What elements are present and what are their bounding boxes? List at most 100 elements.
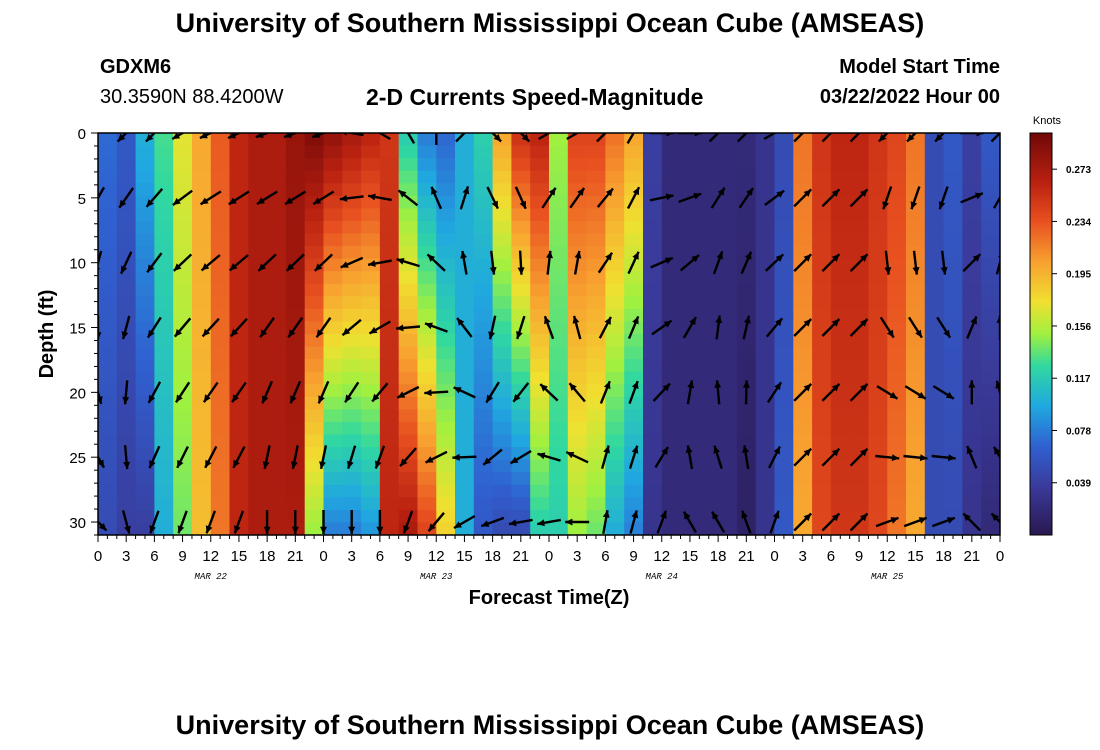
- heatmap-cell: [586, 158, 606, 172]
- heatmap-cell: [906, 497, 926, 511]
- heatmap-cell: [981, 183, 1000, 197]
- heatmap-cell: [924, 170, 945, 184]
- heatmap-cell: [135, 283, 155, 297]
- heatmap-cell: [699, 484, 719, 498]
- heatmap-cell: [699, 346, 719, 360]
- heatmap-cell: [680, 283, 700, 297]
- heatmap-cell: [586, 497, 606, 511]
- heatmap-cell: [511, 195, 531, 209]
- heatmap-cell: [661, 321, 682, 335]
- heatmap-cell: [793, 421, 813, 436]
- heatmap-cell: [154, 233, 174, 247]
- current-vector: [650, 256, 674, 269]
- x-tick-label: 9: [178, 548, 186, 565]
- heatmap-cell: [455, 283, 475, 297]
- heatmap-cell: [379, 208, 400, 222]
- x-tick-label: 0: [545, 548, 553, 565]
- heatmap-cell: [887, 258, 907, 272]
- heatmap-cell: [210, 396, 231, 410]
- current-vector: [678, 192, 702, 204]
- current-vector: [686, 380, 695, 405]
- heatmap-cell: [567, 522, 588, 535]
- current-vector: [740, 251, 753, 275]
- heatmap-cell: [868, 346, 888, 360]
- heatmap-cell: [549, 334, 569, 348]
- heatmap-cell: [492, 396, 512, 410]
- heatmap-cell: [530, 421, 550, 436]
- current-vector: [736, 133, 748, 143]
- heatmap-cell: [699, 183, 719, 197]
- current-vector: [424, 389, 449, 397]
- heatmap-cell: [906, 158, 926, 172]
- heatmap-cell: [473, 359, 494, 373]
- current-vector: [569, 187, 586, 209]
- heatmap-cell: [962, 459, 982, 473]
- heatmap-cell: [417, 484, 437, 498]
- heatmap-cell: [624, 158, 644, 172]
- heatmap-cell: [154, 522, 174, 535]
- heatmap-cell: [304, 158, 325, 172]
- heatmap-cell: [154, 472, 174, 486]
- heatmap-cell: [361, 334, 381, 348]
- heatmap-cell: [924, 509, 945, 524]
- heatmap-cell: [492, 522, 512, 535]
- heatmap-cell: [248, 283, 268, 297]
- current-vector: [764, 253, 785, 272]
- heatmap-cell: [304, 183, 325, 197]
- heatmap-cell: [812, 409, 832, 423]
- heatmap-cell: [924, 434, 945, 448]
- heatmap-cell: [793, 359, 813, 373]
- heatmap-cell: [755, 472, 776, 486]
- current-vector: [541, 187, 557, 209]
- heatmap-cell: [736, 472, 757, 486]
- heatmap-cell: [643, 384, 663, 398]
- current-vector: [205, 510, 217, 534]
- heatmap-cell: [267, 334, 287, 348]
- heatmap-cell: [887, 396, 907, 410]
- heatmap-cell: [887, 296, 907, 310]
- heatmap-cell: [680, 220, 700, 235]
- footer-title: University of Southern Mississippi Ocean…: [175, 710, 925, 740]
- heatmap-cell: [943, 371, 963, 385]
- heatmap-cell: [304, 421, 325, 436]
- current-vector: [568, 382, 586, 403]
- heatmap-cell: [643, 258, 663, 272]
- heatmap-cell: [135, 308, 155, 323]
- heatmap-cell: [624, 396, 644, 410]
- heatmap-cell: [718, 484, 738, 498]
- heatmap-cell: [586, 421, 606, 436]
- heatmap-cell: [530, 170, 550, 184]
- heatmap-cell: [417, 434, 437, 448]
- heatmap-cell: [887, 246, 907, 260]
- heatmap-cell: [680, 233, 700, 247]
- heatmap-cell: [135, 195, 155, 209]
- heatmap-cell: [173, 308, 193, 323]
- x-tick-label: 12: [653, 548, 670, 565]
- heatmap-cell: [323, 497, 343, 511]
- heatmap-cell: [492, 409, 512, 423]
- current-vector: [291, 510, 299, 534]
- heatmap-cell: [154, 158, 174, 172]
- heatmap-cell: [436, 145, 456, 159]
- heatmap-cell: [962, 421, 982, 436]
- heatmap-cell: [342, 283, 362, 297]
- heatmap-cell: [455, 434, 475, 448]
- current-vector: [231, 381, 247, 403]
- heatmap-cell: [887, 233, 907, 247]
- heatmap-cell: [398, 208, 419, 222]
- heatmap-cell: [379, 359, 400, 373]
- heatmap-cell: [116, 308, 137, 323]
- heatmap-cell: [361, 233, 381, 247]
- heatmap-cell: [830, 434, 851, 448]
- current-vector: [768, 445, 781, 469]
- heatmap-cell: [549, 484, 569, 498]
- heatmap-cell: [830, 371, 851, 385]
- heatmap-cell: [586, 384, 606, 398]
- heatmap-cell: [755, 346, 776, 360]
- heatmap-cell: [586, 321, 606, 335]
- heatmap-cell: [887, 346, 907, 360]
- heatmap-cell: [812, 384, 832, 398]
- current-vector: [598, 316, 612, 339]
- heatmap-cell: [624, 283, 644, 297]
- heatmap-cell: [943, 484, 963, 498]
